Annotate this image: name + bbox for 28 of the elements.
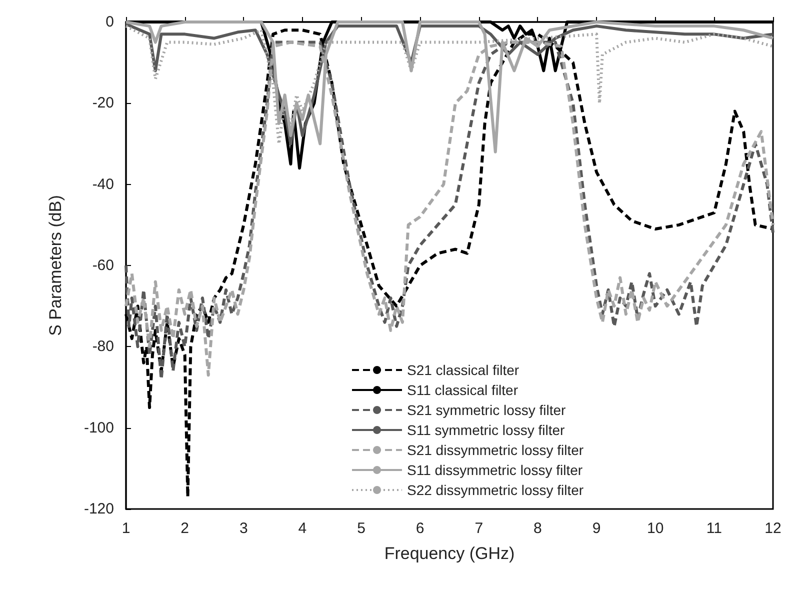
x-tick-label: 8 (534, 520, 542, 537)
y-tick-label: -60 (92, 257, 114, 274)
x-tick-label: 2 (180, 520, 189, 537)
x-tick-label: 7 (474, 520, 484, 537)
y-tick-label: -120 (84, 500, 114, 518)
legend-label: S21 classical filter (407, 362, 520, 378)
x-tick-label: 9 (592, 520, 601, 537)
y-tick-label: 0 (106, 14, 114, 30)
y-tick-label: -20 (92, 94, 114, 112)
x-tick-label: 11 (706, 520, 722, 537)
x-tick-label: 6 (416, 520, 424, 537)
y-tick-label: -40 (92, 176, 114, 193)
legend-label: S11 symmetric lossy filter (407, 422, 565, 438)
x-tick-label: 12 (764, 520, 782, 537)
legend-label: S21 symmetric lossy filter (407, 402, 566, 418)
y-tick-label: -80 (92, 338, 114, 356)
x-tick-label: 1 (122, 520, 130, 537)
x-tick-label: 10 (647, 520, 664, 537)
legend-label: S11 classical filter (407, 382, 518, 398)
y-tick-label: -100 (84, 419, 114, 436)
legend-label: S22 dissymmetric lossy filter (407, 482, 584, 498)
legend-label: S21 dissymmetric lossy filter (407, 442, 584, 458)
x-tick-label: 3 (239, 520, 248, 537)
legend-label: S11 dissymmetric lossy filter (407, 462, 583, 478)
x-tick-label: 5 (357, 520, 366, 537)
x-tick-label: 4 (298, 520, 307, 537)
y-axis-title: S Parameters (dB) (46, 195, 65, 336)
x-axis-title: Frequency (GHz) (384, 544, 515, 563)
